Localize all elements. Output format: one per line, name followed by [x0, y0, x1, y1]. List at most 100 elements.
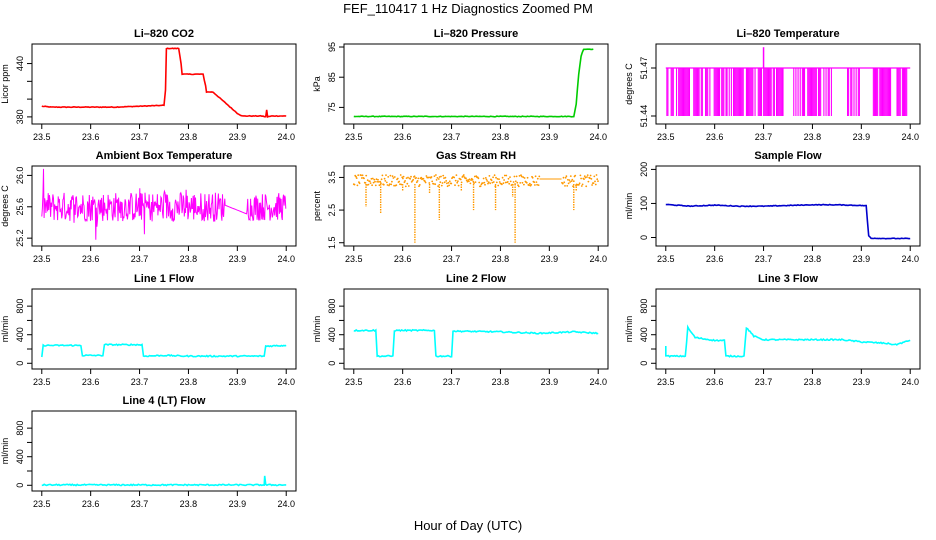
series-line — [353, 328, 599, 358]
data-point — [593, 175, 596, 178]
y-tick-label: 800 — [15, 421, 25, 436]
x-tick-label: 23.5 — [657, 377, 675, 387]
data-point — [473, 182, 475, 185]
data-point — [506, 181, 509, 183]
x-tick-label: 23.6 — [394, 132, 412, 142]
data-point — [361, 174, 364, 177]
data-point — [521, 181, 524, 184]
plot-frame — [655, 43, 921, 125]
panel-4: Ambient Box Temperature degrees C 23.5 23.6… — [0, 150, 297, 264]
data-point — [563, 181, 566, 184]
y-tick-label: 0 — [327, 361, 337, 366]
data-point — [538, 175, 541, 178]
data-point — [530, 183, 533, 186]
series-line — [665, 203, 911, 240]
x-tick-label: 23.5 — [657, 254, 675, 264]
data-point — [404, 185, 407, 188]
data-point — [536, 183, 538, 186]
data-point — [375, 178, 378, 181]
data-point — [405, 177, 408, 180]
y-tick-label: 0 — [15, 361, 25, 366]
data-point — [435, 174, 437, 176]
data-point — [415, 181, 418, 184]
data-point — [367, 183, 370, 186]
data-point — [492, 176, 494, 179]
x-tick-label: 23.9 — [541, 132, 559, 142]
x-tick-label: 23.8 — [180, 499, 198, 509]
y-tick-label: 25.6 — [15, 198, 25, 216]
data-point — [440, 175, 442, 178]
data-point — [466, 180, 469, 183]
panel-3: Li–820 Temperature degrees C 23.5 23.6 23.7 2… — [624, 28, 921, 142]
y-tick-label: 26.0 — [15, 167, 25, 185]
data-point — [498, 178, 500, 181]
data-point — [446, 185, 449, 188]
x-tick-label: 23.8 — [804, 132, 822, 142]
data-point — [519, 182, 522, 184]
panel-title: Line 3 Flow — [758, 273, 818, 285]
data-point — [376, 180, 379, 183]
data-point — [514, 180, 517, 183]
data-point — [404, 180, 406, 182]
data-point — [474, 181, 477, 184]
x-tick-label: 23.5 — [657, 132, 675, 142]
x-tick-label: 23.5 — [345, 377, 363, 387]
data-point — [435, 179, 438, 181]
data-point — [583, 175, 586, 178]
data-point — [567, 182, 570, 185]
data-point — [515, 175, 518, 178]
x-tick-label: 23.8 — [492, 132, 510, 142]
data-point — [495, 176, 497, 179]
data-point — [483, 181, 486, 184]
data-point — [534, 175, 537, 178]
panel-5: Gas Stream RH percent 23.5 23.6 23.7 23.8 23.9… — [312, 150, 609, 264]
series-group — [665, 203, 911, 240]
x-tick-label: 23.9 — [229, 499, 247, 509]
data-point — [444, 176, 447, 179]
x-tick-label: 23.6 — [82, 254, 100, 264]
data-point — [594, 180, 596, 183]
y-axis-label: Licor ppm — [0, 64, 10, 104]
data-point — [513, 175, 516, 178]
plot-frame — [343, 288, 609, 370]
data-point — [374, 184, 377, 187]
x-tick-label: 23.9 — [229, 132, 247, 142]
data-point — [508, 182, 511, 185]
data-point — [484, 183, 486, 186]
data-point — [535, 181, 538, 184]
x-tick-label: 23.5 — [33, 132, 51, 142]
data-point — [583, 178, 585, 181]
x-tick-label: 23.7 — [443, 377, 461, 387]
data-point — [385, 181, 388, 184]
data-point — [594, 183, 597, 186]
data-point — [493, 174, 496, 177]
data-point — [436, 177, 439, 179]
data-point — [589, 174, 592, 177]
data-point — [597, 180, 599, 183]
data-point — [417, 177, 420, 180]
data-point — [457, 180, 459, 183]
data-point — [412, 178, 415, 181]
data-point — [388, 183, 391, 186]
data-point — [465, 177, 467, 180]
y-tick-label: 200 — [639, 162, 649, 177]
data-point — [536, 177, 539, 180]
data-point — [487, 181, 490, 184]
panel-title: Li–820 Temperature — [736, 28, 839, 40]
data-point — [534, 184, 536, 186]
x-tick-label: 23.8 — [492, 254, 510, 264]
x-tick-label: 23.5 — [345, 254, 363, 264]
data-point — [418, 185, 420, 188]
y-tick-label: 2.5 — [327, 204, 337, 217]
data-point — [462, 174, 465, 176]
data-point — [369, 180, 371, 183]
data-point — [434, 183, 437, 186]
data-point — [377, 178, 379, 181]
data-point — [507, 177, 510, 180]
y-tick-label: 800 — [639, 299, 649, 314]
data-point — [443, 177, 445, 180]
data-point — [384, 180, 387, 182]
series-group — [353, 48, 594, 118]
x-tick-label: 23.7 — [443, 132, 461, 142]
